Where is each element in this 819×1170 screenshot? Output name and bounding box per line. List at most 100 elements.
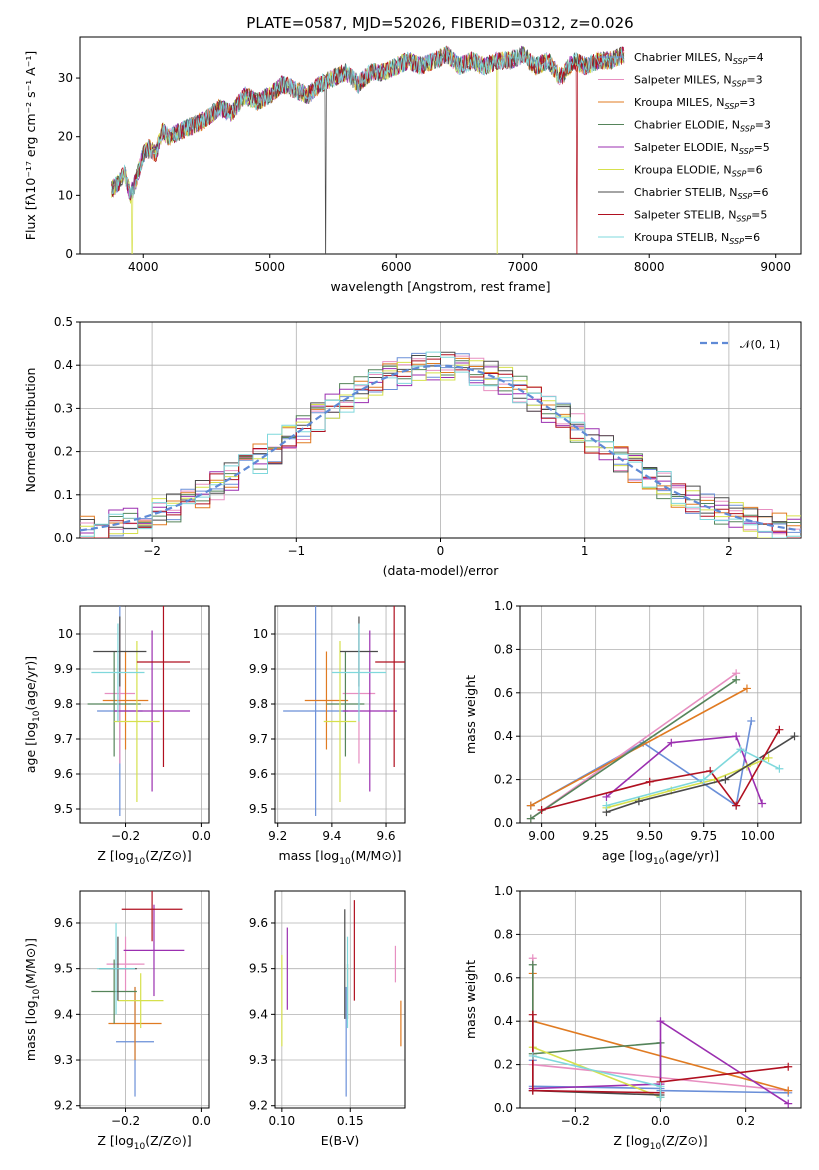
weight-marker: [775, 764, 784, 773]
age_vs_mass-xlabel: mass [log10(M/M⊙)]: [278, 848, 401, 867]
spectrum-xtick-label: 8000: [634, 260, 665, 274]
weight-marker: [764, 753, 773, 762]
mass_vs_EBV-plot: [281, 900, 402, 1097]
age_vs_Z-plot: [87, 606, 191, 816]
spectrum-xtick-label: 9000: [760, 260, 791, 274]
weight_vs_age-xtick-label: 9.75: [690, 829, 717, 843]
weight-marker: [634, 797, 643, 806]
weight_vs_age-ylabel: mass weight: [463, 675, 478, 754]
mass_vs_EBV-ytick-label: 9.6: [249, 916, 268, 930]
weight_vs_Z-xlabel: Z [log10(Z/Z⊙)]: [613, 1133, 707, 1152]
spectrum-xtick-label: 7000: [507, 260, 538, 274]
residuals-xtick-label: 0: [437, 544, 445, 558]
weight-marker: [602, 801, 611, 810]
legend-entry: Salpeter STELIB, NSSP=5: [634, 209, 767, 224]
legend-entry: Kroupa MILES, NSSP=3: [634, 96, 755, 111]
age_vs_Z-axes: −0.2 0.0 9.5 9.6 9.7 9.8 9.9 10: [54, 605, 211, 843]
weight-marker: [526, 801, 535, 810]
age_vs_Z-ylabel: age [log10(age/yr)]: [23, 656, 42, 773]
age_vs_mass-plot: [283, 606, 405, 816]
weight_vs_Z-ytick-label: 0.0: [494, 1101, 513, 1115]
weight-marker: [784, 1099, 793, 1108]
weight_vs_age-ytick-label: 0.8: [494, 642, 513, 656]
weight-line: [532, 1019, 789, 1105]
weight_vs_age-ytick-label: 1.0: [494, 599, 513, 613]
age_vs_mass-ytick-label: 10: [253, 627, 268, 641]
spectrum-xtick-label: 6000: [381, 260, 412, 274]
mass_vs_EBV-xtick-label: 0.10: [268, 1114, 295, 1128]
weight-line: [532, 1046, 661, 1098]
spectrum-series-line: [111, 46, 625, 199]
mass_vs_EBV-ytick-label: 9.4: [249, 1007, 268, 1021]
mass_vs_Z-frame: [79, 890, 210, 1109]
residuals-plot: [80, 351, 801, 538]
spectrum-ytick-label: 20: [58, 130, 73, 144]
mass_vs_Z-axes: −0.2 0.0 9.2 9.3 9.4 9.5 9.6: [54, 890, 211, 1128]
spectrum-ytick-label: 30: [58, 71, 73, 85]
spectrum-frame: [79, 36, 802, 255]
mass_vs_EBV-xlabel: E(B-V): [321, 1133, 360, 1148]
weight_vs_age-xtick-label: 10.00: [741, 829, 775, 843]
weight-marker: [732, 732, 741, 741]
spectrum-ytick-label: 10: [58, 188, 73, 202]
weight_vs_Z-xtick-label: 0.2: [736, 1114, 755, 1128]
normal-reference-curve: [80, 364, 801, 532]
spectrum-xtick-label: 5000: [254, 260, 285, 274]
residuals-axes: −2 −1 0 1 2 0.0 0.1 0.2 0.3 0.4 0.5: [54, 315, 802, 558]
mass_vs_Z-ytick-label: 9.5: [54, 962, 73, 976]
age_vs_mass-frame: [274, 605, 406, 824]
residuals-xlabel: (data-model)/error: [383, 563, 500, 578]
age_vs_mass-xtick-label: 9.4: [322, 829, 341, 843]
weight-line: [530, 687, 748, 807]
mass_vs_EBV-xtick-label: 0.15: [337, 1114, 364, 1128]
age_vs_mass-ytick-label: 9.6: [249, 767, 268, 781]
weight-marker: [645, 777, 654, 786]
weight_vs_age-xtick-label: 9.25: [582, 829, 609, 843]
legend-entry: Chabrier STELIB, NSSP=6: [634, 186, 768, 201]
age_vs_Z-xlabel: Z [log10(Z/Z⊙)]: [97, 848, 191, 867]
weight_vs_age-ytick-label: 0.6: [494, 686, 513, 700]
weight-line: [530, 720, 753, 807]
legend-entry: 𝒩(0, 1): [740, 338, 780, 351]
spectrum-legend: Chabrier MILES, NSSP=4 Salpeter MILES, NS…: [598, 51, 771, 246]
age_vs_mass-ytick-label: 9.8: [249, 697, 268, 711]
age_vs_Z-ytick-label: 9.7: [54, 732, 73, 746]
weight_vs_age-xtick-label: 9.50: [636, 829, 663, 843]
weight-marker: [742, 684, 751, 693]
weight_vs_Z-ytick-label: 0.8: [494, 927, 513, 941]
legend-entry: Salpeter MILES, NSSP=3: [634, 74, 763, 89]
legend-entry: Chabrier ELODIE, NSSP=3: [634, 119, 771, 134]
weight-marker: [732, 801, 741, 810]
weight_vs_Z-ylabel: mass weight: [463, 960, 478, 1039]
weight_vs_age-ytick-label: 0.0: [494, 816, 513, 830]
age_vs_mass-ytick-label: 9.7: [249, 732, 268, 746]
residuals-xtick-label: 1: [581, 544, 589, 558]
weight_vs_age-plot: [526, 669, 799, 823]
weight-marker: [784, 1062, 793, 1071]
age_vs_Z-ytick-label: 9.6: [54, 767, 73, 781]
mass_vs_EBV-axes: 0.10 0.15 9.2 9.3 9.4 9.5 9.6: [249, 890, 406, 1128]
age_vs_Z-ytick-label: 9.8: [54, 697, 73, 711]
residuals-ytick-label: 0.0: [54, 531, 73, 545]
age_vs_Z-xtick-label: −0.2: [111, 829, 140, 843]
mass_vs_EBV-frame: [274, 890, 406, 1109]
age_vs_mass-xtick-label: 9.2: [268, 829, 287, 843]
age_vs_Z-ytick-label: 9.9: [54, 662, 73, 676]
legend-entry: Kroupa ELODIE, NSSP=6: [634, 164, 763, 179]
weight-marker: [656, 1093, 665, 1102]
weight_vs_age-xtick-label: 9.00: [528, 829, 555, 843]
mass_vs_EBV-ytick-label: 9.2: [249, 1099, 268, 1113]
mass_vs_Z-plot: [91, 891, 185, 1097]
weight-marker: [775, 725, 784, 734]
age_vs_Z-frame: [79, 605, 210, 824]
mass_vs_Z-ytick-label: 9.4: [54, 1007, 73, 1021]
weight_vs_age-xlabel: age [log10(age/yr)]: [602, 848, 719, 867]
age_vs_Z-ytick-label: 10: [58, 627, 73, 641]
weight-marker: [732, 675, 741, 684]
mass_vs_Z-ytick-label: 9.6: [54, 916, 73, 930]
weight_vs_age-ytick-label: 0.4: [494, 729, 513, 743]
weight-marker: [528, 1086, 537, 1095]
spectrum-ylabel: Flux [fλ10⁻¹⁷ erg cm⁻² s⁻¹ A⁻¹]: [23, 51, 38, 240]
weight-marker: [656, 1017, 665, 1026]
